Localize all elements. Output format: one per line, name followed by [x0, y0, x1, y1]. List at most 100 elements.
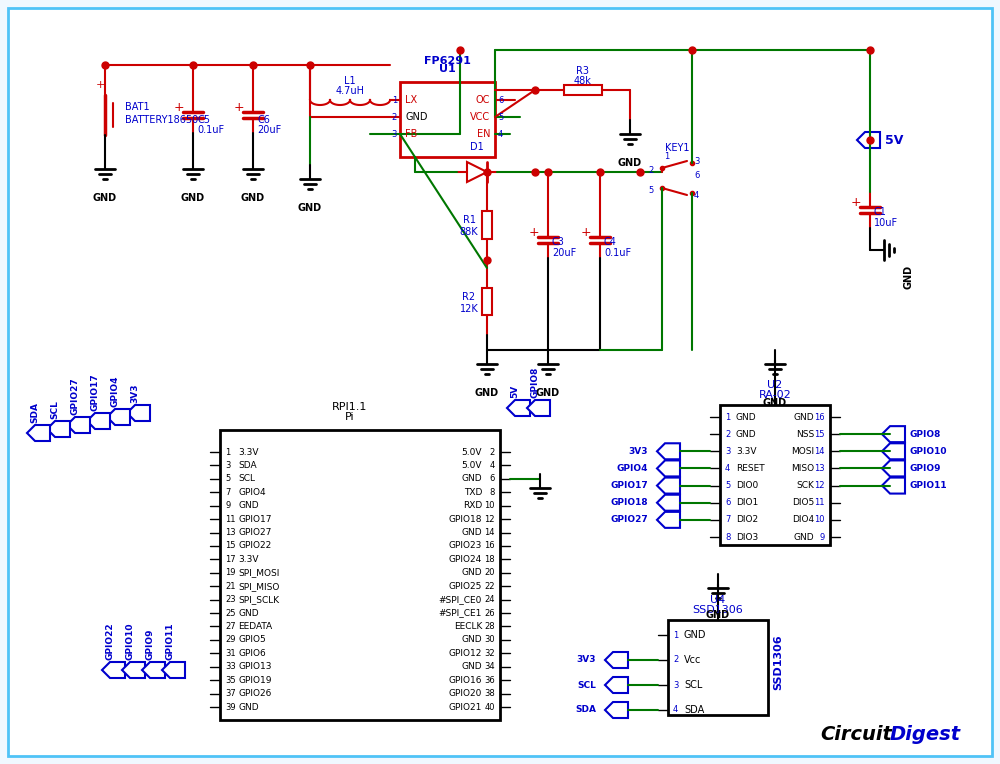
- Polygon shape: [857, 132, 880, 148]
- Text: RA-02: RA-02: [759, 390, 791, 400]
- Text: SCL: SCL: [577, 681, 596, 689]
- Text: DIO4: DIO4: [792, 516, 814, 524]
- Text: GPIO20: GPIO20: [449, 689, 482, 698]
- Text: 1: 1: [673, 630, 678, 639]
- Text: VCC: VCC: [470, 112, 490, 122]
- Text: D1: D1: [470, 142, 484, 152]
- Text: 20: 20: [485, 568, 495, 578]
- Text: KEY1: KEY1: [665, 143, 689, 153]
- Text: GND: GND: [298, 203, 322, 213]
- Text: 3.3V: 3.3V: [736, 447, 757, 456]
- Text: 10: 10: [485, 501, 495, 510]
- FancyBboxPatch shape: [400, 82, 495, 157]
- Text: FB: FB: [405, 129, 417, 139]
- Text: 5V: 5V: [885, 134, 903, 147]
- Text: 2: 2: [392, 112, 397, 121]
- Text: R3: R3: [576, 66, 589, 76]
- Text: 4: 4: [490, 461, 495, 470]
- Polygon shape: [882, 478, 905, 494]
- Polygon shape: [507, 400, 530, 416]
- Polygon shape: [657, 512, 680, 528]
- FancyBboxPatch shape: [720, 405, 830, 545]
- Polygon shape: [657, 478, 680, 494]
- Text: GPIO24: GPIO24: [449, 555, 482, 564]
- Text: SSD1306: SSD1306: [693, 605, 743, 615]
- Text: 12: 12: [485, 515, 495, 523]
- Polygon shape: [657, 461, 680, 477]
- Text: 5: 5: [498, 112, 503, 121]
- Text: 13: 13: [814, 464, 825, 473]
- Text: +: +: [581, 225, 591, 238]
- Text: 5: 5: [725, 481, 730, 490]
- Text: 3: 3: [673, 681, 678, 689]
- Text: 4: 4: [725, 464, 730, 473]
- Text: C1: C1: [874, 207, 887, 217]
- Text: GPIO11: GPIO11: [166, 623, 175, 660]
- Text: 16: 16: [484, 542, 495, 550]
- Text: SPI_MISO: SPI_MISO: [238, 581, 279, 591]
- Text: GND: GND: [475, 388, 499, 398]
- Text: EEDATA: EEDATA: [238, 622, 272, 631]
- Text: DIO1: DIO1: [736, 498, 758, 507]
- Text: GPIO10: GPIO10: [126, 623, 135, 660]
- Text: 39: 39: [225, 703, 236, 711]
- Text: DIO2: DIO2: [736, 516, 758, 524]
- Text: 3V3: 3V3: [576, 656, 596, 665]
- Text: GPIO19: GPIO19: [238, 675, 272, 685]
- Text: RPI1.1: RPI1.1: [332, 402, 368, 412]
- Text: C4: C4: [604, 237, 617, 247]
- Polygon shape: [127, 405, 150, 421]
- Text: 6: 6: [694, 170, 699, 180]
- Text: GND: GND: [736, 413, 757, 422]
- Text: 11: 11: [814, 498, 825, 507]
- Polygon shape: [882, 426, 905, 442]
- Text: +: +: [174, 101, 184, 114]
- Text: 4.7uH: 4.7uH: [336, 86, 365, 96]
- Text: SDA: SDA: [31, 402, 40, 423]
- Text: 21: 21: [225, 581, 236, 591]
- Text: 29: 29: [225, 636, 236, 644]
- Text: 13: 13: [225, 528, 236, 537]
- Text: SSD1306: SSD1306: [773, 635, 783, 691]
- Text: Digest: Digest: [890, 726, 961, 744]
- Text: 26: 26: [484, 609, 495, 617]
- Text: 5V: 5V: [511, 385, 520, 398]
- Polygon shape: [605, 702, 628, 718]
- Text: GND: GND: [736, 429, 757, 439]
- Text: 3V3: 3V3: [131, 384, 140, 403]
- Text: 15: 15: [225, 542, 236, 550]
- Text: 22: 22: [485, 581, 495, 591]
- Polygon shape: [605, 677, 628, 693]
- Text: GPIO18: GPIO18: [610, 498, 648, 507]
- Text: 2: 2: [490, 448, 495, 457]
- Text: 27: 27: [225, 622, 236, 631]
- Text: 40: 40: [485, 703, 495, 711]
- Text: SPI_SCLK: SPI_SCLK: [238, 595, 279, 604]
- Text: 7: 7: [725, 516, 730, 524]
- Text: #SPI_CE0: #SPI_CE0: [439, 595, 482, 604]
- Text: GPIO11: GPIO11: [910, 481, 948, 490]
- Text: 1: 1: [664, 152, 669, 161]
- Text: 3: 3: [392, 130, 397, 138]
- Text: 48k: 48k: [574, 76, 591, 86]
- Text: 1: 1: [392, 96, 397, 105]
- Text: 6: 6: [490, 474, 495, 484]
- Text: 37: 37: [225, 689, 236, 698]
- Text: GND: GND: [684, 630, 706, 640]
- Text: 3: 3: [694, 157, 699, 166]
- Text: 0.1uF: 0.1uF: [604, 248, 631, 258]
- Text: GND: GND: [461, 662, 482, 672]
- Text: 2: 2: [725, 429, 730, 439]
- Text: 9: 9: [820, 533, 825, 542]
- Text: GND: GND: [238, 703, 259, 711]
- Text: GPIO25: GPIO25: [449, 581, 482, 591]
- Text: SCL: SCL: [238, 474, 255, 484]
- Text: 6: 6: [498, 96, 503, 105]
- Text: 88K: 88K: [460, 227, 478, 237]
- Text: GND: GND: [461, 568, 482, 578]
- Text: GND: GND: [241, 193, 265, 203]
- Text: SDA: SDA: [684, 705, 704, 715]
- Text: SDA: SDA: [238, 461, 257, 470]
- Text: 31: 31: [225, 649, 236, 658]
- Text: 10: 10: [814, 516, 825, 524]
